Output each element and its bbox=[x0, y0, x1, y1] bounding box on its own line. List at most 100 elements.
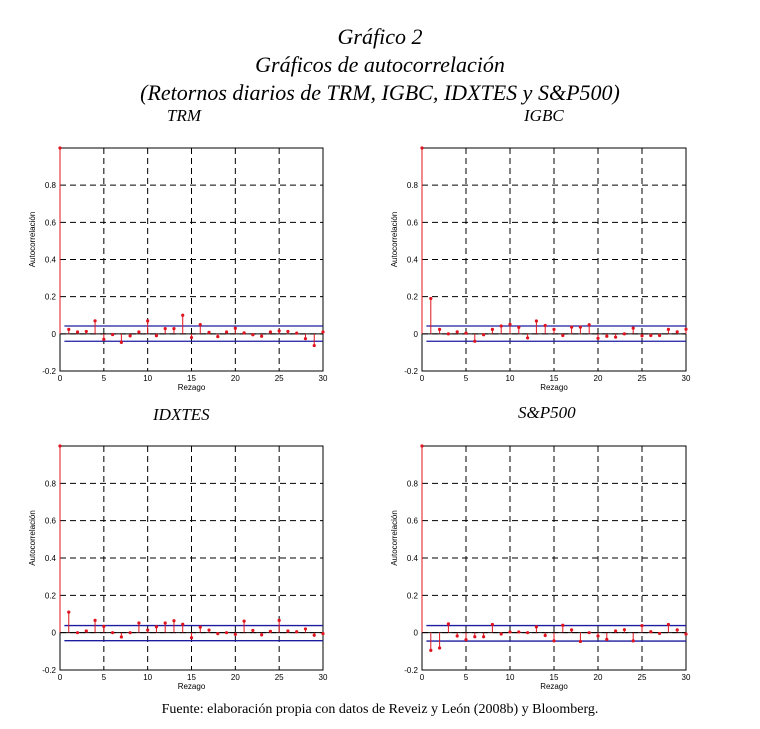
marker-lag-6 bbox=[111, 332, 115, 337]
y-tick-label: 0.4 bbox=[407, 256, 419, 265]
marker-lag-18 bbox=[216, 632, 220, 636]
marker-lag-30 bbox=[684, 632, 688, 636]
marker-lag-15 bbox=[552, 327, 556, 331]
marker-lag-14 bbox=[181, 622, 185, 626]
y-tick-label: 0.6 bbox=[45, 517, 57, 526]
marker-lag-12 bbox=[163, 327, 167, 331]
x-tick-label: 25 bbox=[638, 374, 647, 383]
marker-lag-14 bbox=[181, 313, 185, 317]
marker-lag-29 bbox=[312, 633, 316, 637]
x-tick-label: 10 bbox=[506, 673, 515, 682]
marker-lag-26 bbox=[286, 329, 290, 334]
y-axis-label: Autocorrelación bbox=[390, 212, 399, 268]
marker-lag-19 bbox=[224, 330, 229, 334]
chart-idxtes: 0 5 10 15 20 25 30-0.200.20.40.60.8RezagoAutoc… bbox=[28, 444, 328, 691]
marker-lag-2 bbox=[438, 327, 442, 331]
x-tick-label: 10 bbox=[143, 374, 152, 383]
marker-lag-3 bbox=[84, 329, 88, 334]
chart-title-idxtes: IDXTES bbox=[153, 405, 210, 424]
y-tick-label: -0.2 bbox=[404, 666, 418, 675]
x-axis-label: Rezago bbox=[178, 682, 206, 691]
marker-lag-24 bbox=[631, 639, 635, 643]
marker-lag-0 bbox=[420, 444, 424, 448]
marker-lag-8 bbox=[128, 631, 132, 635]
y-tick-label: -0.2 bbox=[42, 367, 56, 376]
marker-lag-0 bbox=[58, 146, 62, 150]
marker-lag-14 bbox=[543, 323, 547, 328]
y-tick-label: 0 bbox=[52, 629, 57, 638]
x-tick-label: 20 bbox=[594, 673, 603, 682]
marker-lag-27 bbox=[295, 630, 299, 634]
marker-lag-4 bbox=[455, 330, 459, 334]
marker-lag-24 bbox=[268, 629, 272, 633]
marker-lag-3 bbox=[446, 332, 450, 336]
marker-lag-15 bbox=[189, 335, 194, 340]
chart-trm: 0 5 10 15 20 25 30-0.200.20.40.60.8RezagoAutoc… bbox=[28, 146, 328, 392]
marker-lag-28 bbox=[666, 327, 671, 331]
figure-source: Fuente: elaboración propia con datos de … bbox=[161, 702, 599, 717]
marker-lag-28 bbox=[303, 627, 308, 631]
marker-lag-5 bbox=[102, 337, 106, 342]
x-tick-label: 5 bbox=[464, 374, 469, 383]
marker-lag-19 bbox=[587, 631, 591, 635]
marker-lag-24 bbox=[268, 330, 272, 334]
marker-lag-21 bbox=[242, 331, 246, 335]
marker-lag-9 bbox=[137, 330, 141, 334]
marker-lag-18 bbox=[578, 325, 583, 329]
marker-lag-12 bbox=[526, 631, 530, 635]
y-tick-label: 0.8 bbox=[45, 181, 57, 190]
marker-lag-2 bbox=[438, 646, 442, 650]
marker-lag-5 bbox=[102, 624, 106, 628]
y-tick-label: 0.4 bbox=[45, 554, 57, 563]
x-tick-label: 30 bbox=[319, 673, 328, 682]
marker-lag-13 bbox=[534, 625, 539, 629]
marker-lag-20 bbox=[233, 632, 237, 636]
marker-lag-3 bbox=[446, 622, 450, 626]
x-tick-label: 5 bbox=[102, 673, 107, 682]
x-tick-label: 25 bbox=[275, 374, 284, 383]
chart-sp500: 0 5 10 15 20 25 30-0.200.20.40.60.8RezagoAutoc… bbox=[390, 444, 691, 691]
marker-lag-16 bbox=[198, 625, 202, 629]
chart-title-sp500: S&P500 bbox=[518, 403, 576, 422]
marker-lag-23 bbox=[622, 332, 627, 336]
marker-lag-27 bbox=[658, 631, 662, 636]
y-tick-label: 0.8 bbox=[45, 479, 57, 488]
marker-lag-16 bbox=[561, 333, 565, 338]
marker-lag-1 bbox=[67, 610, 71, 614]
marker-lag-22 bbox=[614, 335, 618, 339]
marker-lag-6 bbox=[473, 635, 477, 639]
marker-lag-20 bbox=[596, 634, 600, 638]
marker-lag-26 bbox=[649, 333, 653, 338]
y-tick-label: -0.2 bbox=[42, 666, 56, 675]
y-tick-label: 0.2 bbox=[45, 591, 57, 600]
x-tick-label: 15 bbox=[187, 374, 196, 383]
marker-lag-12 bbox=[526, 336, 530, 340]
marker-lag-7 bbox=[119, 635, 123, 639]
x-tick-label: 30 bbox=[682, 673, 691, 682]
y-tick-label: 0.6 bbox=[407, 517, 419, 526]
y-tick-label: 0 bbox=[414, 629, 419, 638]
marker-lag-17 bbox=[570, 325, 574, 329]
y-tick-label: 0.2 bbox=[407, 591, 419, 600]
y-tick-label: 0.4 bbox=[45, 256, 57, 265]
marker-lag-21 bbox=[605, 637, 609, 641]
marker-lag-30 bbox=[321, 330, 325, 334]
x-tick-label: 20 bbox=[594, 374, 603, 383]
marker-lag-11 bbox=[154, 334, 159, 338]
y-tick-label: 0.2 bbox=[45, 293, 57, 302]
y-tick-label: 0.8 bbox=[407, 479, 419, 488]
y-tick-label: 0.8 bbox=[407, 181, 419, 190]
marker-lag-26 bbox=[286, 629, 290, 633]
chart-title-trm: TRM bbox=[167, 106, 201, 125]
marker-lag-5 bbox=[464, 331, 468, 335]
marker-lag-18 bbox=[216, 335, 220, 339]
x-tick-label: 0 bbox=[420, 673, 425, 682]
marker-lag-25 bbox=[640, 334, 644, 338]
marker-lag-1 bbox=[67, 327, 71, 331]
x-tick-label: 5 bbox=[102, 374, 107, 383]
marker-lag-18 bbox=[578, 639, 583, 644]
marker-lag-10 bbox=[146, 628, 150, 632]
marker-lag-3 bbox=[84, 629, 88, 633]
marker-lag-5 bbox=[464, 638, 468, 642]
x-axis-label: Rezago bbox=[178, 383, 206, 392]
